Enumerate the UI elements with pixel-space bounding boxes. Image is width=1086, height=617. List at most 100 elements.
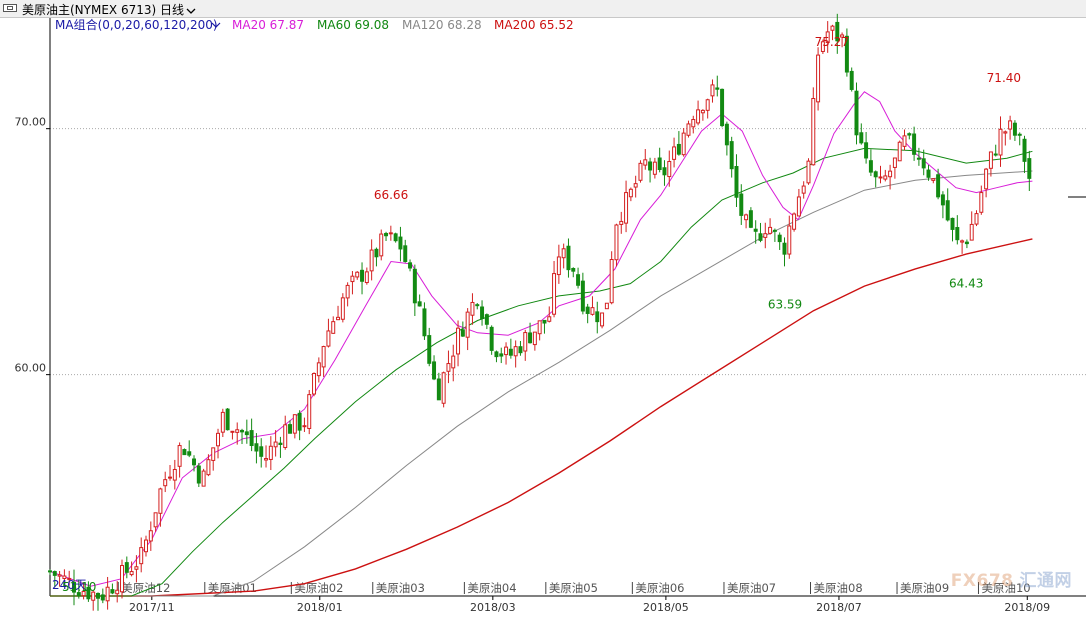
- candle-body-up: [206, 459, 211, 476]
- candle-body-up: [1003, 131, 1008, 134]
- candle-body-down: [864, 142, 869, 159]
- candle-body-down: [436, 378, 441, 401]
- price-annotation: 66.66: [374, 188, 408, 202]
- x-tick-label: 2018/09: [1004, 601, 1050, 614]
- candle-body-down: [964, 241, 969, 245]
- candle-body-down: [782, 242, 787, 255]
- x-tick-label: 2018/05: [643, 601, 689, 614]
- candle-body-down: [432, 361, 437, 380]
- y-tick-label: 70.00: [15, 116, 47, 129]
- candle-body-up: [696, 109, 701, 124]
- days-label: 240天: [52, 578, 87, 592]
- contract-marks: 美原油12 美原油01 美原油02 美原油03 美原油04 美原油05 美原油06 美原油07…: [117, 581, 1031, 595]
- candle-body-down: [772, 229, 777, 232]
- candle-body-down: [259, 446, 264, 457]
- candle-body-down: [360, 269, 365, 282]
- candle-body-up: [547, 316, 552, 322]
- window-icon[interactable]: [3, 4, 17, 12]
- ma120-line: [50, 170, 1033, 597]
- candle-body-down: [240, 429, 245, 433]
- candle-body-down: [254, 443, 259, 452]
- candle-body-up: [321, 346, 326, 368]
- candle-body-up: [628, 188, 633, 198]
- axes: [49, 18, 1086, 597]
- candle-body-up: [307, 394, 312, 429]
- candle-body-down: [48, 570, 52, 573]
- ma200-line: [50, 238, 1033, 597]
- candle-body-down: [1022, 138, 1027, 162]
- candle-body-up: [878, 176, 883, 179]
- ma20-line: [49, 91, 1033, 587]
- candlesticks[interactable]: [48, 13, 1032, 611]
- candle-body-up: [148, 530, 153, 542]
- candle-body-up: [705, 99, 710, 111]
- candle-body-down: [489, 326, 494, 351]
- candle-body-down: [950, 217, 955, 230]
- candle-body-down: [729, 141, 734, 170]
- candle-body-down: [580, 280, 585, 312]
- candle-body-down: [873, 171, 878, 178]
- candle-body-up: [801, 185, 806, 194]
- candle-body-up: [840, 34, 845, 38]
- candle-body-down: [384, 232, 389, 237]
- candle-body-up: [345, 284, 350, 299]
- candle-body-up: [633, 183, 638, 188]
- candle-body-up: [470, 301, 475, 316]
- candle-body-down: [72, 581, 76, 593]
- candle-body-up: [388, 232, 393, 235]
- candle-body-down: [475, 304, 480, 307]
- candle-body-up: [820, 41, 825, 52]
- candle-body-down: [585, 306, 590, 314]
- candle-body-down: [196, 465, 201, 484]
- candle-body-up: [302, 425, 307, 428]
- candle-body-up: [974, 213, 979, 225]
- candle-body-down: [734, 166, 739, 198]
- candle-body-up: [364, 271, 369, 284]
- candle-body-up: [57, 574, 62, 577]
- period-label: 日线: [160, 3, 185, 17]
- candle-body-down: [110, 589, 115, 594]
- candle-body-down: [249, 430, 254, 446]
- candle-body-up: [604, 302, 609, 310]
- ma-group-chevron-icon: [211, 22, 221, 28]
- candle-body-up: [230, 430, 235, 433]
- candle-body-down: [720, 88, 725, 127]
- candle-body-up: [897, 141, 902, 162]
- ma-group-selector[interactable]: MA组合(0,0,20,60,120,200): [55, 17, 218, 32]
- candle-body-up: [62, 575, 67, 579]
- price-annotation: 71.40: [987, 71, 1021, 85]
- candle-body-up: [446, 363, 451, 372]
- period-selector[interactable]: 日线: [160, 1, 196, 18]
- candle-body-up: [67, 577, 72, 580]
- candle-body-down: [835, 21, 840, 42]
- candle-body-down: [86, 586, 91, 600]
- candle-body-up: [998, 128, 1003, 156]
- candle-body-down: [724, 123, 729, 146]
- candle-body-up: [537, 320, 542, 335]
- candle-body-down: [124, 562, 129, 573]
- candle-body-up: [316, 362, 321, 377]
- candle-body-up: [81, 591, 86, 597]
- chevron-down-icon: [186, 8, 196, 14]
- candle-body-down: [100, 594, 105, 601]
- candle-body-down: [916, 157, 921, 160]
- candle-body-up: [220, 411, 225, 433]
- legend-item: MA60 69.08: [317, 18, 389, 32]
- candle-body-up: [825, 31, 830, 44]
- candle-body-down: [484, 314, 489, 325]
- candle-body-up: [144, 539, 148, 553]
- candle-body-down: [940, 194, 945, 206]
- candle-body-down: [844, 35, 849, 73]
- candle-body-up: [235, 429, 240, 433]
- legend-item: MA20 67.87: [232, 18, 304, 32]
- candle-body-down: [278, 442, 283, 446]
- contract-mark-label: 美原油05: [549, 581, 598, 595]
- candle-body-up: [451, 355, 456, 369]
- candle-body-down: [192, 458, 197, 466]
- candle-body-up: [796, 196, 801, 217]
- candle-body-down: [412, 268, 417, 304]
- candle-body-up: [331, 321, 336, 334]
- candle-body-up: [811, 98, 816, 166]
